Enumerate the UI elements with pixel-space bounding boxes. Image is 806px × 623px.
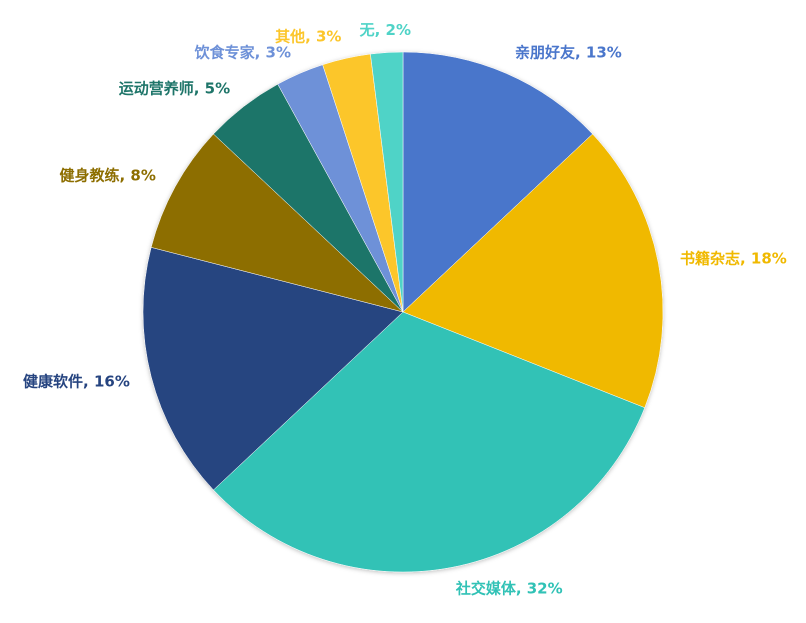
data-label: 饮食专家, 3% xyxy=(194,44,291,62)
pie-slice xyxy=(142,247,404,491)
pie-slice xyxy=(150,133,404,313)
pie-slice xyxy=(370,51,404,313)
data-label: 健身教练, 8% xyxy=(59,167,155,185)
data-label: 无, 2% xyxy=(359,21,411,39)
pie-slice xyxy=(402,133,664,409)
pie xyxy=(142,51,664,573)
data-label: 健康软件, 16% xyxy=(23,373,130,391)
pie-slice xyxy=(213,311,646,573)
data-label: 书籍杂志, 18% xyxy=(680,250,787,268)
data-label: 亲朋好友, 13% xyxy=(515,44,622,62)
data-label: 其他, 3% xyxy=(275,27,341,45)
pie-slice xyxy=(402,51,593,313)
data-label: 运动营养师, 5% xyxy=(119,80,230,98)
data-label: 社交媒体, 32% xyxy=(455,580,563,598)
